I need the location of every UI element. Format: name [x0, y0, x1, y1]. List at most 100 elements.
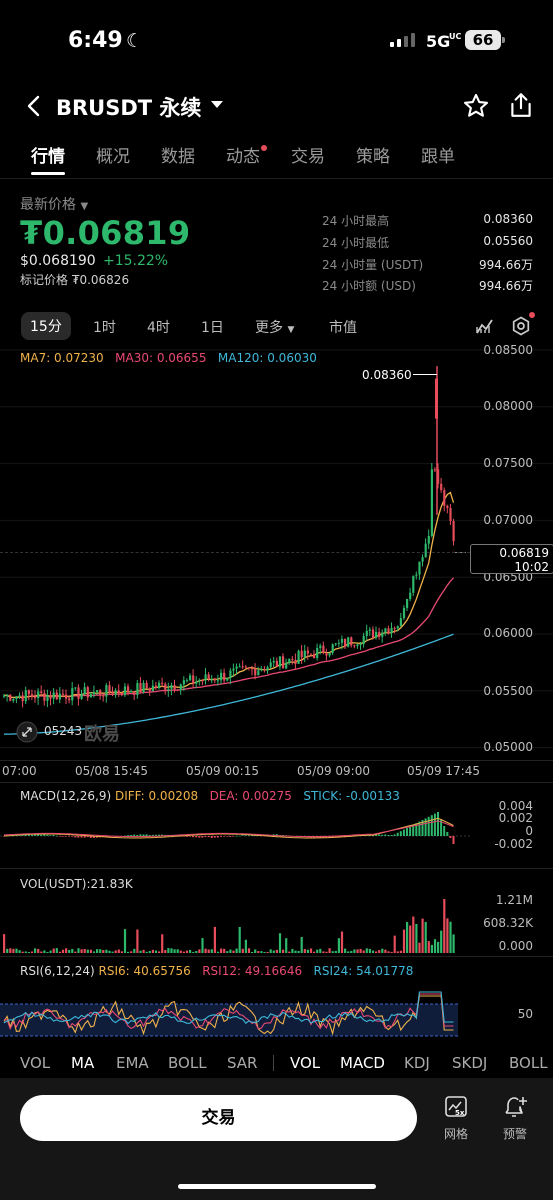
macd-bar	[216, 836, 219, 838]
latest-price-selector[interactable]: 最新价格 ▼	[20, 194, 88, 214]
candle-body	[58, 693, 61, 700]
candle-body	[182, 680, 185, 685]
indicator-boll-sub[interactable]: BOLL	[509, 1054, 548, 1072]
alert-button[interactable]: 预警	[497, 1095, 533, 1145]
y-tick: 0.08500	[483, 343, 533, 357]
macd-diff-line	[3, 817, 454, 839]
macd-bar	[46, 834, 49, 836]
tab-data[interactable]: 数据	[161, 147, 195, 167]
home-indicator	[178, 1184, 376, 1189]
volume-bar	[213, 926, 216, 953]
usd-price: $0.068190	[20, 253, 96, 269]
grid-button[interactable]: 5x 网格	[438, 1095, 474, 1145]
candle-body	[272, 660, 275, 663]
volume-bar	[46, 951, 49, 953]
volume-bar	[359, 948, 362, 953]
candle-body	[185, 680, 189, 682]
share-icon[interactable]	[508, 91, 534, 119]
candle-body	[68, 698, 71, 701]
macd-bar	[443, 826, 446, 836]
macd-bar	[238, 835, 241, 837]
macd-bar	[449, 836, 452, 838]
indicator-boll[interactable]: BOLL	[168, 1054, 207, 1072]
indicator-kdj[interactable]: KDJ	[404, 1054, 430, 1072]
timeframe-15m[interactable]: 15分	[21, 312, 71, 340]
timeframe-more-label: 更多	[255, 320, 283, 336]
volume-bar	[306, 949, 309, 953]
ma120-line	[3, 633, 454, 735]
volume-bar	[105, 949, 108, 953]
volume-bar	[334, 950, 337, 953]
candle-body	[402, 607, 406, 619]
candle-body	[452, 521, 455, 542]
macd-bar	[244, 835, 247, 836]
candle-body	[325, 653, 328, 656]
macd-bar	[40, 834, 43, 836]
volume-bar	[437, 941, 440, 953]
ma-legend: MA7: 0.07230 MA30: 0.06655 MA120: 0.0603…	[20, 351, 317, 365]
countdown: 10:02	[514, 560, 549, 574]
battery-icon: 66	[465, 30, 501, 50]
timeframe-1d[interactable]: 1日	[201, 320, 224, 336]
network-type: 5G	[426, 32, 451, 51]
candle-body	[368, 629, 371, 631]
price-change: +15.22%	[103, 253, 169, 269]
candle-body	[430, 469, 433, 536]
tab-market[interactable]: 行情	[31, 147, 65, 167]
star-icon[interactable]	[462, 92, 490, 120]
candle-body	[437, 469, 440, 484]
volume-bar	[58, 951, 61, 953]
volume-bar	[415, 924, 418, 953]
page-title[interactable]: BRUSDT 永续	[56, 96, 202, 120]
tab-trade[interactable]: 交易	[291, 147, 325, 167]
volume-bar	[130, 951, 133, 953]
candle-body	[309, 653, 313, 655]
indicator-icon[interactable]	[475, 317, 495, 335]
back-icon[interactable]	[22, 92, 46, 120]
macd-title: MACD(12,26,9)	[20, 789, 112, 803]
macd-bar	[241, 835, 244, 836]
volume-chart[interactable]	[0, 890, 553, 954]
tab-strategy[interactable]: 策略	[356, 147, 390, 167]
timeframe-more[interactable]: 更多 ▼	[255, 317, 294, 337]
volume-bar	[139, 950, 142, 953]
indicator-ma[interactable]: MA	[71, 1054, 95, 1072]
macd-bar	[204, 836, 207, 838]
timeframe-4h[interactable]: 4时	[147, 320, 170, 336]
macd-chart[interactable]	[0, 806, 553, 866]
timeframe-marketcap[interactable]: 市值	[329, 320, 357, 336]
macd-bar	[247, 835, 250, 836]
candlestick-chart[interactable]	[0, 345, 553, 765]
volume-bar	[21, 951, 24, 953]
indicator-vol[interactable]: VOL	[20, 1054, 51, 1072]
macd-bar	[440, 820, 443, 836]
volume-bar	[424, 921, 427, 953]
tab-overview[interactable]: 概况	[96, 147, 130, 167]
candle-body	[340, 638, 344, 643]
candle-body	[223, 672, 226, 681]
indicator-ema[interactable]: EMA	[116, 1054, 149, 1072]
expand-icon[interactable]	[16, 721, 38, 743]
y-tick: 0.07000	[483, 513, 533, 527]
candle-body	[294, 660, 297, 664]
candle-body	[34, 696, 37, 699]
indicator-sub-vol[interactable]: VOL	[290, 1054, 321, 1072]
indicator-skdj[interactable]: SKDJ	[452, 1054, 488, 1072]
macd-bar	[235, 835, 238, 837]
chevron-down-icon[interactable]	[210, 97, 224, 111]
settings-icon[interactable]	[511, 316, 531, 336]
rsi-chart[interactable]	[0, 982, 553, 1046]
candle-body	[313, 654, 316, 659]
indicator-sar[interactable]: SAR	[227, 1054, 258, 1072]
macd-bar	[226, 836, 229, 837]
indicator-macd[interactable]: MACD	[340, 1054, 385, 1072]
trade-button[interactable]: 交易	[20, 1095, 417, 1141]
volume-bar	[229, 949, 232, 953]
volume-bar	[452, 934, 455, 953]
timeframe-1h[interactable]: 1时	[93, 320, 116, 336]
candle-body	[226, 677, 229, 681]
tab-copy[interactable]: 跟单	[421, 147, 455, 167]
tab-news[interactable]: 动态	[226, 147, 260, 167]
stat-volume-label: 24 小时量 (USDT)	[322, 258, 424, 272]
volume-bar	[210, 949, 213, 953]
